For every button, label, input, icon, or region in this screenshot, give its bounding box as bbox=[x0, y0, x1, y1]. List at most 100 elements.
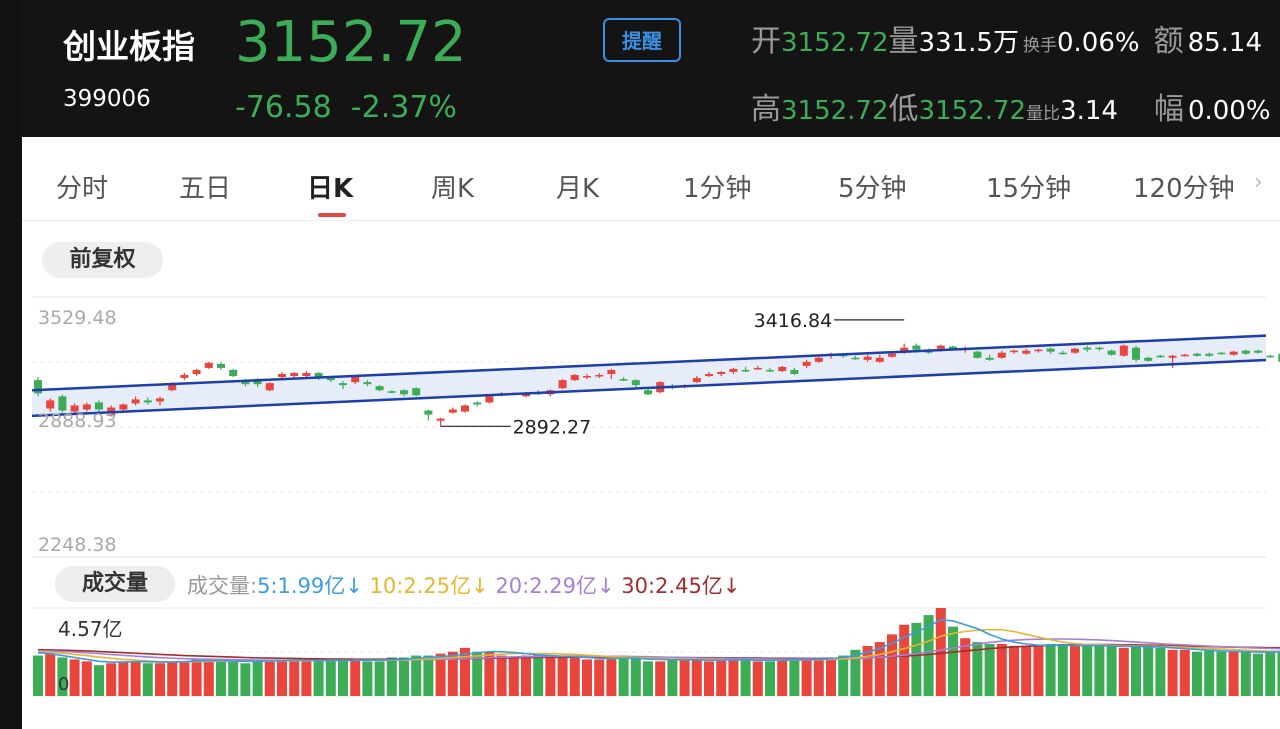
candle-body bbox=[1205, 353, 1214, 356]
candle bbox=[473, 401, 482, 407]
volume-bar bbox=[191, 659, 202, 696]
tab-1-minute[interactable]: 1分钟 bbox=[683, 174, 752, 204]
candle-body bbox=[192, 369, 201, 375]
annotation-label: 3416.84 bbox=[754, 310, 833, 332]
candle-body bbox=[1046, 348, 1055, 352]
candle-body bbox=[717, 371, 726, 375]
remind-button[interactable]: 提醒 bbox=[603, 18, 681, 62]
tab-120-minute[interactable]: 120分钟 bbox=[1133, 174, 1235, 204]
stats-row-2: 高3152.72低3152.72量比3.14 幅 0.00% bbox=[751, 84, 1271, 127]
candle bbox=[607, 368, 616, 380]
candle bbox=[1132, 345, 1140, 362]
candle bbox=[204, 361, 213, 369]
candle-body bbox=[70, 405, 79, 412]
volume-bar bbox=[362, 661, 373, 696]
candle-body bbox=[461, 405, 469, 412]
candle-body bbox=[1168, 355, 1177, 358]
candle-body bbox=[448, 409, 457, 413]
candle bbox=[814, 355, 823, 363]
volume-bar bbox=[618, 655, 629, 696]
candle bbox=[436, 417, 445, 427]
candle bbox=[375, 385, 384, 392]
volume-bar bbox=[289, 659, 300, 696]
volume-bar bbox=[1082, 645, 1093, 696]
channel-upper-line bbox=[31, 334, 1267, 392]
volume-bar bbox=[203, 659, 214, 696]
tab-15-minute[interactable]: 15分钟 bbox=[986, 174, 1072, 204]
volume-indicator-button[interactable]: 成交量 bbox=[55, 566, 175, 602]
volume-bar bbox=[594, 659, 605, 696]
chevron-right-icon[interactable]: › bbox=[1254, 170, 1263, 195]
tab-daily-k[interactable]: 日K bbox=[307, 174, 354, 204]
volume-bar bbox=[643, 661, 653, 696]
candle-body bbox=[985, 357, 994, 360]
candle bbox=[461, 404, 469, 413]
price-change: -76.58 -2.37% bbox=[235, 90, 457, 125]
candle-body bbox=[265, 383, 274, 391]
candle-body bbox=[424, 410, 433, 415]
candle bbox=[1046, 347, 1055, 354]
candle bbox=[265, 382, 274, 392]
volume-axis-max-label: 4.57亿 bbox=[58, 617, 123, 641]
volume-legend-prefix: 成交量: bbox=[187, 574, 258, 598]
volume-bar bbox=[887, 634, 897, 696]
volume-ratio-label: 量比 bbox=[1026, 104, 1061, 124]
tab-five-day[interactable]: 五日 bbox=[179, 174, 232, 204]
candle-body bbox=[631, 380, 640, 386]
low-value: 3152.72 bbox=[918, 96, 1027, 126]
volume-bar bbox=[228, 661, 239, 696]
volume-bar bbox=[996, 644, 1007, 696]
volume-bar bbox=[557, 657, 568, 696]
candle bbox=[1217, 351, 1226, 355]
candle-body bbox=[778, 366, 787, 371]
volume-legend-ma30: 30:2.45亿↓ bbox=[621, 574, 741, 598]
volume-bar bbox=[338, 659, 348, 696]
open-value: 3152.72 bbox=[781, 28, 889, 58]
volume-bar bbox=[1228, 651, 1239, 696]
volume-bar bbox=[325, 661, 336, 696]
volume-ratio-value: 3.14 bbox=[1060, 96, 1118, 126]
candle-body bbox=[217, 363, 225, 368]
candle bbox=[1107, 349, 1116, 356]
candle bbox=[619, 377, 628, 382]
volume-bar bbox=[838, 655, 849, 696]
tab-timeshare[interactable]: 分时 bbox=[56, 174, 109, 204]
volume-bar bbox=[1045, 644, 1056, 696]
candle-body bbox=[34, 380, 42, 394]
candle-body bbox=[375, 386, 384, 391]
candle-body bbox=[814, 357, 823, 362]
volume-bar bbox=[630, 657, 641, 696]
candle bbox=[985, 354, 994, 361]
candle-body bbox=[1193, 353, 1201, 356]
candle bbox=[766, 367, 774, 372]
volume-bar bbox=[533, 653, 544, 696]
candle-body bbox=[644, 390, 652, 395]
candle bbox=[387, 390, 396, 394]
candle-body bbox=[363, 382, 372, 385]
volume-bar bbox=[411, 655, 422, 696]
volume-bar bbox=[777, 659, 788, 696]
volume-bar bbox=[447, 651, 458, 696]
candle bbox=[1034, 348, 1043, 353]
volume-bar bbox=[399, 657, 409, 696]
candle-body bbox=[1058, 352, 1067, 355]
tab-monthly-k[interactable]: 月K bbox=[556, 174, 600, 204]
tab-5-minute[interactable]: 5分钟 bbox=[838, 174, 907, 204]
adjust-toggle-button[interactable]: 前复权 bbox=[42, 242, 163, 278]
tab-weekly-k[interactable]: 周K bbox=[431, 174, 475, 204]
candlesticks bbox=[34, 343, 1280, 427]
candle-body bbox=[168, 384, 177, 391]
volume-bar bbox=[704, 661, 714, 696]
candle-body bbox=[351, 376, 360, 383]
volume-legend-ma20: 20:2.29亿↓ bbox=[495, 574, 615, 598]
volume-bar bbox=[1143, 645, 1154, 696]
volume-bar bbox=[1204, 649, 1215, 696]
candle-body bbox=[607, 369, 616, 375]
volume-bar bbox=[252, 661, 263, 696]
candle-body bbox=[339, 383, 347, 386]
candle bbox=[717, 370, 726, 377]
candle bbox=[741, 366, 750, 372]
channel-lower-line bbox=[31, 358, 1267, 418]
candle bbox=[1229, 350, 1238, 356]
volume-bar bbox=[582, 659, 592, 696]
